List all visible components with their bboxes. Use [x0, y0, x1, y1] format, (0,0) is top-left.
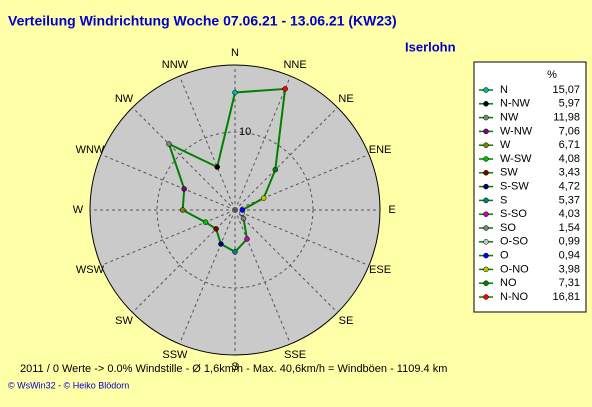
direction-label: NNE — [283, 59, 306, 71]
legend-name: NW — [500, 112, 519, 124]
data-point — [166, 141, 172, 147]
data-point — [282, 86, 288, 92]
legend-swatch — [483, 197, 489, 204]
direction-label: SW — [115, 315, 133, 327]
chart-title: Verteilung Windrichtung Woche 07.06.21 -… — [8, 13, 397, 29]
grid-ring — [156, 131, 314, 289]
data-point — [239, 207, 246, 213]
legend-value: 4,08 — [559, 153, 580, 165]
legend-value: 5,97 — [559, 98, 580, 110]
legend-value: 11,98 — [553, 112, 580, 124]
legend-name: S — [500, 194, 507, 206]
spoke — [132, 107, 236, 211]
direction-label: NE — [338, 93, 353, 105]
data-point — [179, 207, 186, 213]
data-point — [244, 236, 250, 242]
legend-name: SW — [500, 167, 518, 179]
direction-label: W — [73, 204, 84, 216]
legend-name: SO — [500, 222, 516, 234]
footer: 2011 / 0 Werte -> 0.0% Windstille - Ø 1,… — [20, 363, 447, 375]
data-point — [232, 249, 238, 255]
spoke — [234, 209, 291, 345]
legend-name: W-NW — [500, 125, 533, 137]
legend-swatch — [483, 128, 489, 135]
legend-name: O — [500, 250, 509, 262]
legend-swatch — [483, 266, 489, 273]
legend-name: N — [500, 84, 508, 96]
legend-name: W — [500, 139, 511, 151]
direction-label: WNW — [76, 144, 105, 156]
legend-swatch — [483, 280, 489, 286]
r-tick-label: 10 — [239, 126, 251, 138]
direction-label: E — [388, 204, 395, 216]
data-point — [240, 215, 247, 222]
legend-value: 3,43 — [559, 167, 580, 179]
spoke — [179, 209, 236, 345]
spoke — [234, 209, 370, 266]
legend-value: 0,94 — [559, 250, 580, 262]
legend-value: 7,31 — [559, 277, 580, 289]
legend-name: S-SW — [500, 181, 529, 193]
direction-label: SE — [339, 315, 354, 327]
direction-label: SSE — [284, 349, 306, 361]
spoke — [234, 107, 338, 211]
spoke — [234, 209, 338, 313]
legend-swatch — [483, 87, 489, 93]
legend-value: 3,98 — [559, 263, 580, 275]
data-point — [213, 226, 219, 232]
legend-value: 4,03 — [559, 208, 580, 220]
data-point — [218, 241, 224, 247]
direction-label: ENE — [369, 144, 392, 156]
direction-label: S — [231, 361, 238, 373]
legend-swatch — [483, 239, 489, 245]
legend-name: N-NO — [500, 291, 529, 303]
spoke — [179, 75, 236, 211]
direction-label: SSW — [162, 349, 188, 361]
data-point — [202, 219, 209, 225]
data-point — [272, 166, 279, 173]
legend-value: 4,72 — [559, 181, 580, 193]
legend-title: % — [547, 69, 557, 81]
legend-swatch — [483, 294, 489, 300]
legend-name: S-SO — [500, 208, 527, 220]
legend-swatch — [483, 142, 489, 148]
legend-swatch — [483, 101, 489, 107]
legend-value: 16,81 — [552, 291, 580, 303]
direction-label: ESE — [369, 264, 391, 276]
legend-swatch — [483, 183, 489, 190]
direction-label: NW — [115, 93, 134, 105]
legend-swatch — [483, 225, 489, 231]
direction-label: WSW — [76, 264, 105, 276]
legend-swatch — [483, 252, 489, 259]
data-point — [260, 195, 267, 201]
legend-swatch — [483, 156, 489, 162]
legend-swatch — [483, 114, 489, 121]
legend-value: 7,06 — [559, 125, 580, 137]
chart-subtitle: Iserlohn — [405, 39, 456, 54]
legend-name: W-SW — [500, 153, 532, 165]
direction-label: N — [231, 47, 239, 59]
spoke — [234, 75, 291, 211]
legend-value: 5,37 — [559, 194, 580, 206]
data-point — [181, 186, 187, 192]
legend-name: O-SO — [500, 236, 529, 248]
legend-name: O-NO — [500, 263, 529, 275]
credit: © WsWin32 - © Heiko Blödorn — [8, 380, 129, 390]
legend-swatch — [483, 211, 489, 217]
spoke — [100, 154, 236, 211]
spoke — [100, 209, 236, 266]
legend-value: 15,07 — [552, 84, 580, 96]
data-point — [214, 164, 220, 170]
legend-name: NO — [500, 277, 517, 289]
legend-name: N-NW — [500, 98, 531, 110]
legend-value: 1,54 — [559, 222, 580, 234]
data-point — [232, 89, 238, 96]
legend-value: 6,71 — [559, 139, 580, 151]
legend-swatch — [483, 170, 489, 176]
legend-value: 0,99 — [559, 236, 580, 248]
direction-label: NNW — [162, 59, 189, 71]
